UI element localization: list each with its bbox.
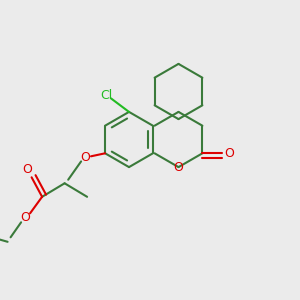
Text: O: O: [174, 160, 183, 174]
Text: O: O: [224, 147, 234, 160]
Text: O: O: [22, 163, 32, 176]
Text: O: O: [21, 211, 31, 224]
Text: O: O: [81, 151, 91, 164]
Text: Cl: Cl: [100, 89, 112, 102]
